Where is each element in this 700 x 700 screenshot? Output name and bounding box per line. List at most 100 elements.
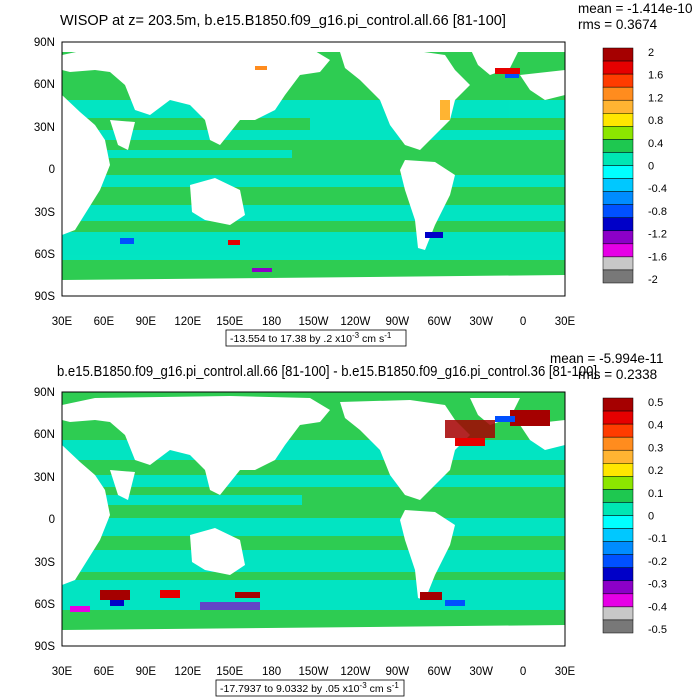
lon-label: 30W (469, 666, 493, 678)
panel-1-australia (190, 178, 245, 225)
colorbar-swatch (602, 191, 634, 205)
panel-1-india (110, 120, 135, 150)
panel-1-lon-axis: 30E 60E 90E 120E 150E 180 150W 120W 90W … (52, 316, 576, 328)
colorbar-label: -0.4 (648, 601, 667, 613)
colorbar-swatch (602, 528, 634, 542)
panel-1-north-america (340, 50, 470, 150)
lat-label: 30N (34, 472, 55, 484)
lon-label: 90W (385, 666, 409, 678)
lon-label: 150E (216, 316, 243, 328)
colorbar-swatch (602, 47, 634, 62)
lat-label: 30S (35, 557, 56, 569)
colorbar-label: 0.3 (648, 442, 663, 454)
panel-2-range-label: -17.7937 to 9.0332 by .05 x10 (220, 683, 360, 695)
colorbar-swatch (602, 397, 634, 412)
panel-2-north-america (340, 400, 470, 500)
lon-label: 60W (427, 316, 451, 328)
lat-label: 90N (34, 387, 55, 399)
colorbar-label: -0.4 (648, 183, 667, 195)
panel-1-lat-axis: 90N 60N 30N 0 30S 60S 90S (34, 37, 55, 303)
colorbar-swatch (602, 178, 634, 192)
colorbar-swatch (602, 619, 634, 634)
colorbar-swatch (602, 410, 634, 425)
panel-1-eurasia (62, 46, 330, 145)
panel-2-africa (62, 445, 110, 585)
lon-label: 180 (262, 666, 281, 678)
panel-2-anomalies (70, 410, 550, 612)
panel-1-rms: rms = 0.3674 (578, 17, 658, 32)
colorbar-label: 0.8 (648, 115, 663, 127)
colorbar-swatch (602, 269, 634, 284)
lon-label: 30E (555, 316, 576, 328)
panel-1-antarctica (62, 275, 565, 296)
lat-label: 60S (35, 599, 56, 611)
panel-1-colorbar: 2 1.6 1.2 0.8 0.4 0 -0.4 -0.8 -1.2 -1.6 -2 (602, 47, 667, 286)
lon-label: 90E (136, 316, 157, 328)
colorbar-swatch (602, 449, 634, 464)
colorbar-swatch (602, 165, 634, 179)
panel-2-range-exp: -3 (360, 681, 368, 690)
colorbar-label: 0.2 (648, 465, 663, 477)
panel-2-map (61, 391, 566, 647)
colorbar-label: 0.4 (648, 138, 663, 150)
lon-label: 60E (94, 666, 115, 678)
colorbar-swatch (602, 152, 634, 166)
colorbar-swatch (602, 113, 634, 127)
colorbar-swatch (602, 256, 634, 271)
lon-label: 150E (216, 666, 243, 678)
colorbar-swatch (602, 606, 634, 621)
panel-1-range-unit: cm s (359, 333, 384, 345)
colorbar-swatch (602, 217, 634, 232)
panel-2-eurasia (62, 396, 330, 495)
colorbar-swatch (602, 580, 634, 595)
colorbar-label: 0.5 (648, 397, 663, 409)
panel-2-antarctica (62, 625, 565, 646)
colorbar-swatch (602, 73, 634, 88)
colorbar-label: 0.1 (648, 488, 663, 500)
colorbar-swatch (602, 463, 634, 477)
lat-label: 0 (49, 164, 55, 176)
svg-text:-13.554 to 17.38 by .2 x10-3 c: -13.554 to 17.38 by .2 x10-3 cm s-1 (230, 331, 392, 345)
colorbar-swatch (602, 99, 634, 114)
panel-2-europe (520, 420, 565, 450)
lon-label: 0 (520, 666, 526, 678)
lon-label: 120E (174, 666, 201, 678)
colorbar-label: 1.2 (648, 92, 663, 104)
colorbar-swatch (602, 515, 634, 529)
lat-label: 90S (35, 641, 56, 653)
colorbar-label: -0.2 (648, 556, 667, 568)
lon-label: 0 (520, 316, 526, 328)
colorbar-label: 0 (648, 511, 654, 523)
lat-label: 60S (35, 249, 56, 261)
lat-label: 0 (49, 514, 55, 526)
lat-label: 30S (35, 207, 56, 219)
panel-1-south-america (400, 160, 455, 250)
colorbar-label: -0.5 (648, 624, 667, 636)
colorbar-label: 0.4 (648, 420, 663, 432)
lon-label: 150W (298, 316, 328, 328)
lat-label: 30N (34, 122, 55, 134)
colorbar-label: -0.1 (648, 533, 667, 545)
lon-label: 150W (298, 666, 328, 678)
panel-1-africa (62, 95, 110, 235)
lon-label: 30E (52, 316, 73, 328)
panel-1-map (61, 41, 566, 297)
colorbar-swatch (602, 230, 634, 245)
panel-2-range-unit: cm s (367, 683, 392, 695)
panel-1-range-unit-exp: -1 (384, 331, 392, 340)
lon-label: 120E (174, 316, 201, 328)
colorbar-label: -0.3 (648, 579, 667, 591)
panel-1-range-label: -13.554 to 17.38 by .2 x10 (230, 333, 352, 345)
colorbar-swatch (602, 126, 634, 140)
lat-label: 90N (34, 37, 55, 49)
colorbar-swatch (602, 423, 634, 438)
lon-label: 90E (136, 666, 157, 678)
panel-2-mean: mean = -5.994e-11 (550, 351, 663, 366)
panel-1: WISOP at z= 203.5m, b.e15.B1850.f09_g16.… (34, 1, 692, 347)
lon-label: 120W (340, 316, 370, 328)
colorbar-swatch (602, 554, 634, 568)
lat-label: 60N (34, 79, 55, 91)
panel-2-south-america (400, 510, 455, 600)
colorbar-label: -1.2 (648, 229, 667, 241)
colorbar-swatch (602, 243, 634, 258)
